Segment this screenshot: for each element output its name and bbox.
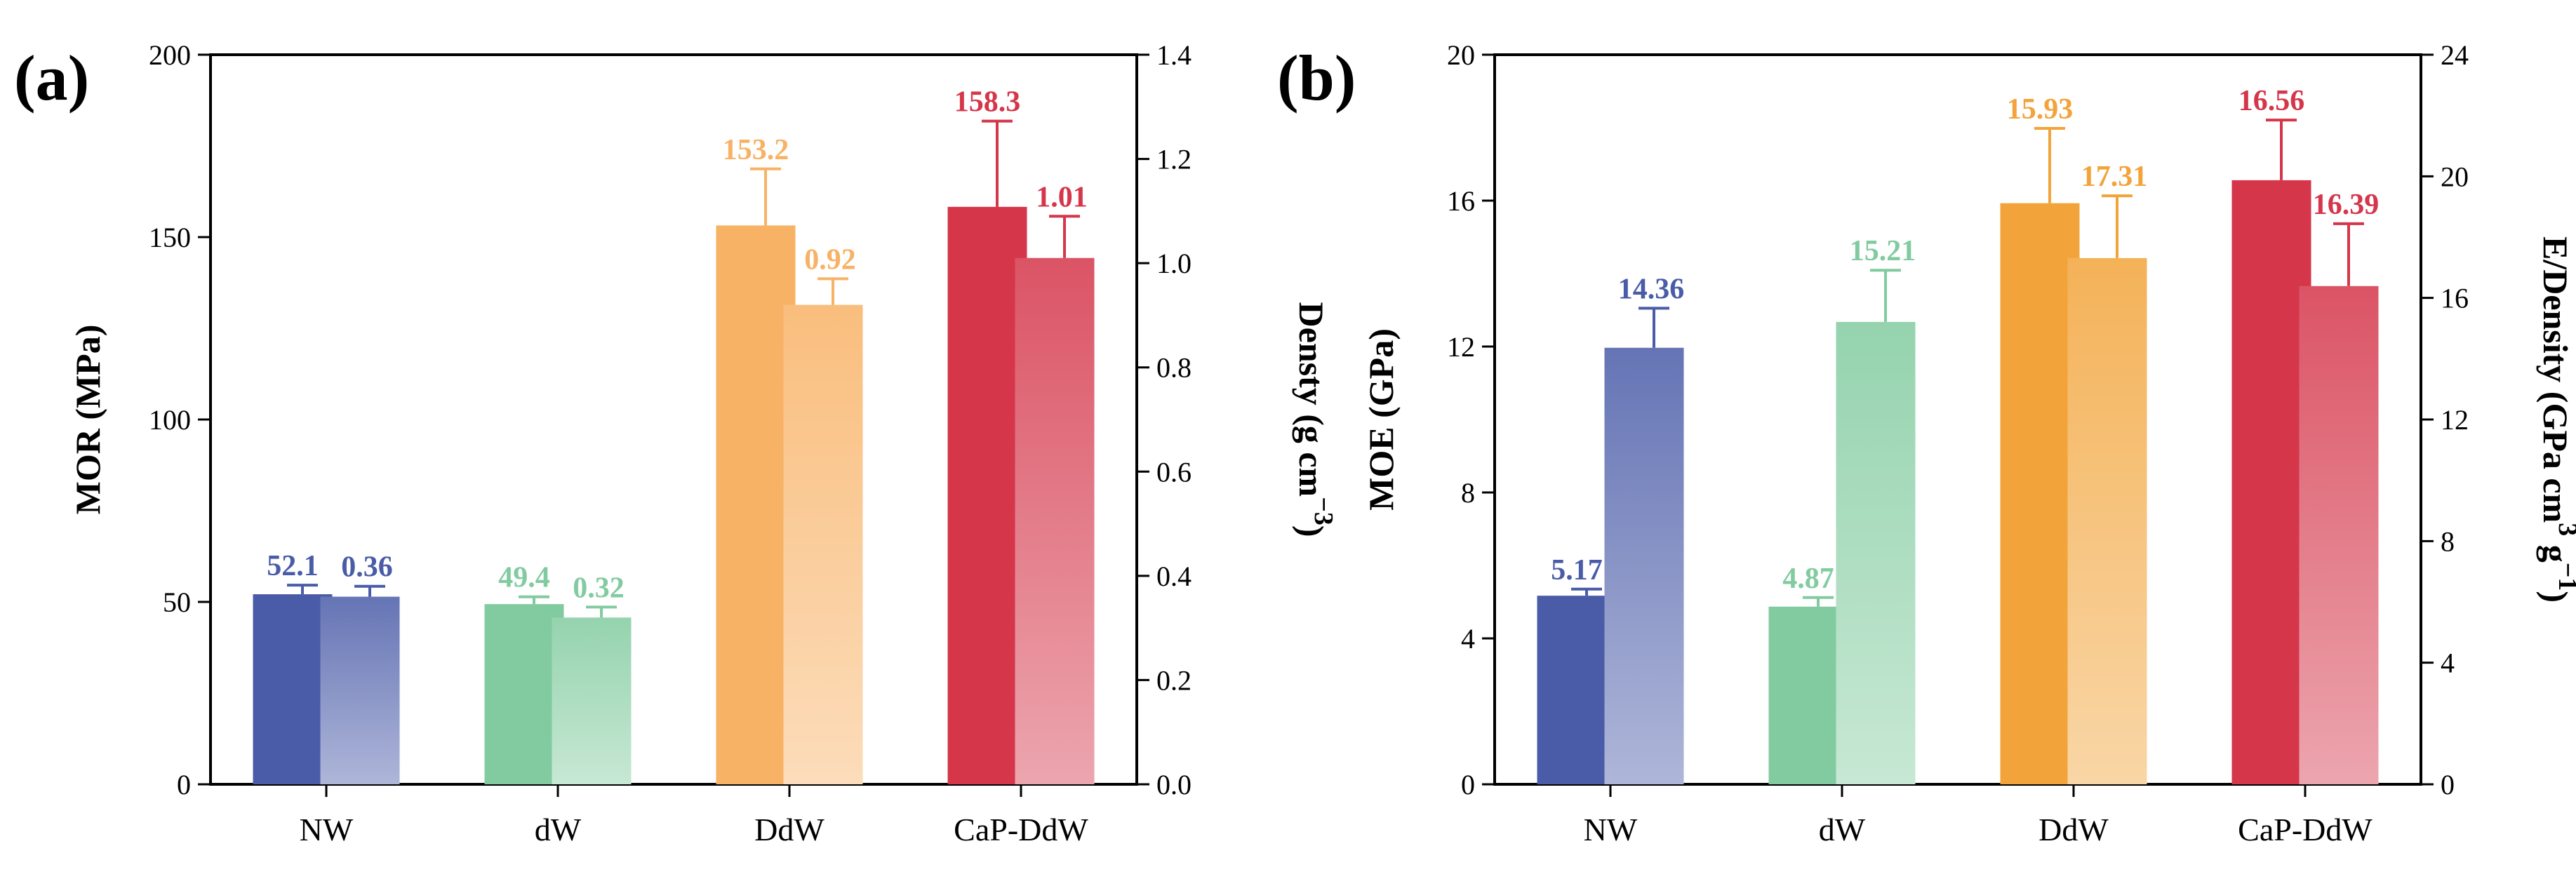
panel-b: (b) MOE (GPa) E/Density (GPa cm3 g−1) 0 4… [1277,39,2576,847]
panel-a-bar-density-nw [320,596,400,784]
panel-b-category-label: DdW [2038,812,2109,847]
panel-b-value-label: 14.36 [1618,273,1685,305]
panel-a-value-label: 0.32 [573,572,625,604]
panel-b-right-tick-label: 20 [2441,161,2469,192]
panel-b-right-axis-label: E/Density (GPa cm3 g−1) [2536,236,2576,603]
panel-a: (a) MOR (MPa) Densty (g cm−3) 0 50 100 150 2… [14,39,1338,847]
panel-a-marks: 0 50 100 150 200 0.0 0.2 0.4 0.6 0.8 1.0 1.2 1.4 52.1… [149,39,1192,847]
panel-a-bar-mor-ddw [716,225,796,784]
panel-b-left-tick-label: 4 [1461,623,1475,655]
panel-a-right-tick-label: 1.4 [1156,39,1192,71]
panel-a-right-axis-label-close: ) [1292,525,1331,537]
panel-b-bar-moe-cap-ddw [2231,180,2311,784]
panel-b-value-label: 5.17 [1551,554,1603,586]
panel-b-left-tick-label: 8 [1461,477,1475,509]
panel-a-value-label: 158.3 [954,86,1021,119]
panel-b-category-label: NW [1584,812,1638,847]
panel-b-right-tick-label: 16 [2441,283,2469,314]
panel-a-right-axis-label-exp: −3 [1309,497,1338,525]
panel-b-bar-edensity-ddw [2067,257,2147,784]
panel-a-left-tick-label: 150 [149,222,191,253]
panel-a-right-tick-label: 0.4 [1156,561,1192,592]
panel-b-value-label: 15.21 [1850,235,1916,267]
panel-a-right-axis-label: Densty (g cm−3) [1292,302,1338,537]
panel-b-right-tick-label: 12 [2441,404,2469,436]
panel-a-right-tick-label: 0.6 [1156,456,1192,488]
panel-a-label: (a) [14,42,89,114]
panel-b-right-tick-label: 4 [2441,647,2455,679]
panel-a-category-label: NW [300,812,354,847]
panel-b-value-label: 16.56 [2238,85,2305,117]
panel-a-value-label: 52.1 [267,550,319,582]
panel-b-bar-moe-nw [1537,596,1617,784]
panel-a-value-label: 153.2 [723,134,789,166]
panel-b-right-axis-label-exp: 3 [2553,523,2576,536]
panel-a-right-tick-label: 0.8 [1156,352,1192,384]
panel-a-category-label: CaP-DdW [954,812,1088,847]
panel-a-bar-density-ddw [783,304,863,785]
panel-a-bar-density-dw [552,617,632,784]
panel-a-left-tick-label: 200 [149,39,191,71]
panel-a-bar-mor-cap-ddw [947,206,1027,785]
panel-b-bar-moe-ddw [2000,203,2080,784]
panel-b-category-label: dW [1819,812,1866,847]
panel-a-value-label: 0.36 [341,551,393,584]
panel-b-bar-edensity-nw [1604,347,1684,784]
panel-a-value-label: 1.01 [1036,181,1088,213]
panel-a-value-label: 49.4 [498,562,550,594]
panel-b-right-axis-label-close: ) [2536,591,2575,603]
panel-b-value-label: 15.93 [2007,93,2074,126]
panel-b-right-tick-label: 24 [2441,39,2469,71]
panel-b-value-label: 17.31 [2081,161,2148,193]
panel-a-right-axis-label-main: Densty (g cm [1292,302,1331,497]
panel-b-left-tick-label: 16 [1447,185,1475,217]
panel-a-left-tick-label: 50 [163,586,191,618]
panel-b-bar-edensity-dw [1836,321,1916,784]
panel-a-left-tick-label: 100 [149,404,191,436]
panel-a-value-label: 0.92 [804,243,856,276]
panel-b-left-tick-label: 12 [1447,331,1475,363]
panel-a-bar-density-cap-ddw [1015,257,1095,784]
panel-b-left-axis-label: MOE (GPa) [1361,328,1401,511]
panel-b-right-axis-label-suffix: g [2536,536,2575,563]
panel-b-right-axis-label-main: E/Density (GPa cm [2536,236,2575,523]
panel-a-right-tick-label: 0.2 [1156,664,1192,696]
panel-b-bar-edensity-cap-ddw [2299,286,2379,784]
panel-a-left-axis-label: MOR (MPa) [68,325,107,515]
panel-a-left-tick-label: 0 [177,769,191,800]
panel-b-right-tick-label: 0 [2441,769,2455,800]
panel-a-category-label: dW [535,812,582,847]
panel-a-bar-mor-dw [484,604,564,784]
panel-a-bar-mor-nw [253,594,333,784]
panel-b-left-tick-label: 20 [1447,39,1475,71]
panel-b-left-tick-label: 0 [1461,769,1475,800]
panel-b-value-label: 16.39 [2313,189,2380,221]
panel-b-category-label: CaP-DdW [2238,812,2373,847]
panel-b-value-label: 4.87 [1782,563,1834,595]
panel-b-bar-moe-dw [1768,606,1848,784]
panel-b-marks: 0 4 8 12 16 20 0 4 8 12 16 20 24 5.17 14.36 NW 4.87 15.21… [1447,39,2469,847]
panel-a-right-tick-label: 1.0 [1156,248,1192,279]
panel-a-category-label: DdW [754,812,825,847]
panel-b-right-axis-label-exp2: −1 [2553,563,2576,591]
panel-a-right-tick-label: 0.0 [1156,769,1192,800]
panel-b-right-tick-label: 8 [2441,525,2455,557]
panel-a-right-tick-label: 1.2 [1156,144,1192,175]
panel-b-label: (b) [1277,42,1356,114]
